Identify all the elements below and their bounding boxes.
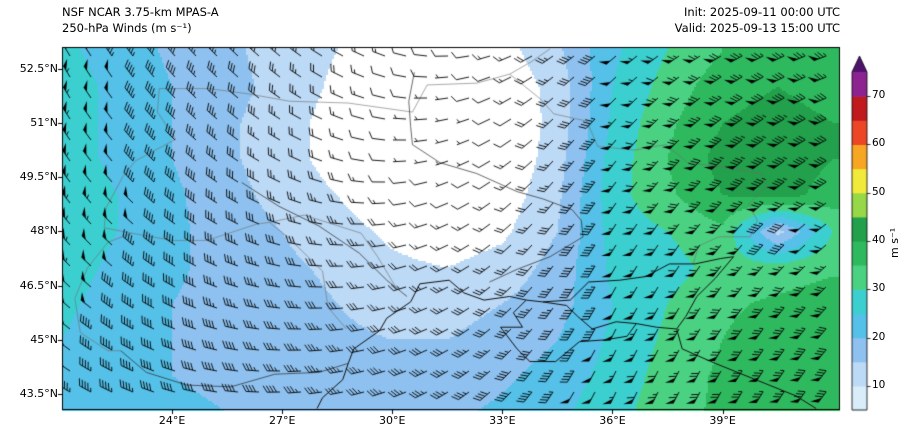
field-title: 250-hPa Winds (m s⁻¹) <box>62 21 192 35</box>
valid-time-label: Valid: 2025-09-13 15:00 UTC <box>674 21 840 35</box>
init-time-label: Init: 2025-09-11 00:00 UTC <box>684 5 840 19</box>
model-title: NSF NCAR 3.75-km MPAS-A <box>62 5 219 19</box>
colorbar-unit-label: m s⁻¹ <box>888 227 901 258</box>
